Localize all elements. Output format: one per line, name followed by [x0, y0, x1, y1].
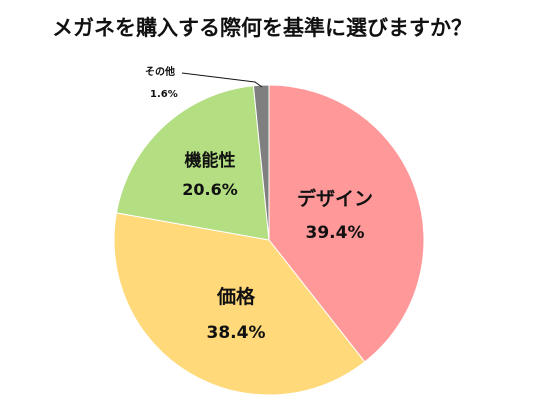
label-price-name: 価格	[216, 285, 256, 308]
chart-title: メガネを購入する際何を基準に選びますか？	[52, 16, 472, 40]
slice-design[interactable]	[268, 84, 425, 363]
label-functionality-name: 機能性	[185, 150, 236, 171]
label-design-value: 39.4%	[306, 223, 365, 243]
slice-other[interactable]	[252, 84, 270, 241]
label-other-value: 1.6%	[150, 89, 178, 100]
slice-functionality[interactable]	[115, 85, 270, 241]
slice-labels: デザイン 39.4% 価格 38.4% 機能性 20.6% その他 1.6%	[145, 65, 373, 343]
label-design-name: デザイン	[297, 187, 373, 210]
pie-slices	[113, 84, 425, 396]
label-other-name: その他	[145, 65, 175, 78]
label-price-value: 38.4%	[207, 323, 266, 343]
label-functionality-value: 20.6%	[182, 180, 238, 199]
slice-price[interactable]	[113, 212, 366, 396]
leader-line-other	[181, 72, 263, 88]
